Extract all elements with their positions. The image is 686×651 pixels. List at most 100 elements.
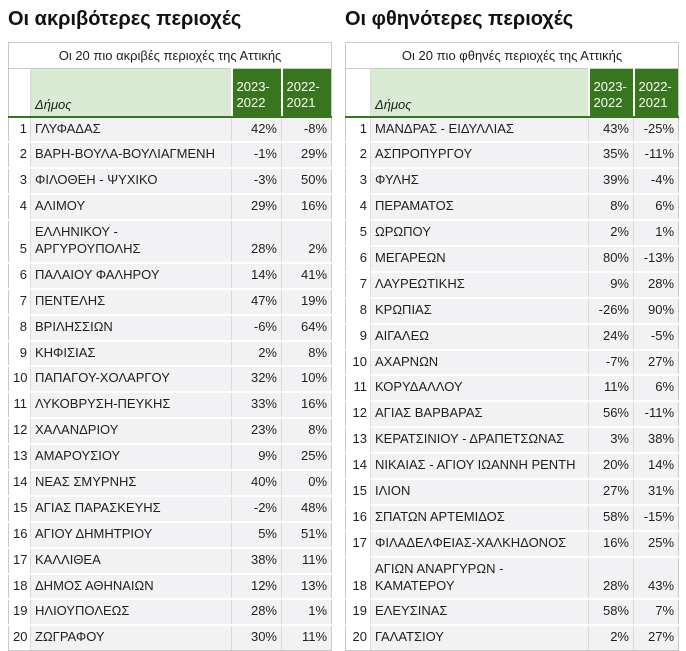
row-municipality: ΛΑΥΡΕΩΤΙΚΗΣ — [370, 271, 589, 299]
row-change-2023-2022: 56% — [588, 401, 634, 429]
row-change-2022-2021: 27% — [632, 349, 679, 377]
row-municipality: ΣΠΑΤΩΝ ΑΡΤΕΜΙΔΟΣ — [370, 504, 589, 532]
table-header-row: Δήμος 2023-2022 2022-2021 — [345, 68, 679, 118]
table-row: 11 ΛΥΚΟΒΡΥΣΗ-ΠΕΥΚΗΣ 33% 16% — [8, 392, 332, 420]
row-index: 19 — [8, 599, 31, 627]
row-index: 4 — [345, 194, 371, 222]
row-municipality: ΦΥΛΗΣ — [370, 168, 589, 196]
row-municipality: ΠΕΡΑΜΑΤΟΣ — [370, 194, 589, 222]
row-municipality: ΑΜΑΡΟΥΣΙΟΥ — [30, 444, 232, 471]
column-header-2022-2021: 2022-2021 — [280, 68, 332, 118]
column-header-municipality: Δήμος — [30, 68, 232, 118]
table-row: 5 ΕΛΛΗΝΙΚΟΥ - ΑΡΓΥΡΟΥΠΟΛΗΣ 28% 2% — [8, 220, 332, 264]
row-change-2023-2022: 58% — [588, 504, 634, 532]
row-municipality: ΦΙΛΟΘΕΗ - ΨΥΧΙΚΟ — [30, 168, 232, 196]
row-index: 4 — [8, 194, 31, 222]
row-index: 13 — [345, 427, 371, 455]
row-municipality: ΜΑΝΔΡΑΣ - ΕΙΔΥΛΛΙΑΣ — [370, 116, 589, 144]
table-body: 1 ΜΑΝΔΡΑΣ - ΕΙΔΥΛΛΙΑΣ 43% -25% 2 ΑΣΠΡΟΠΥ… — [345, 116, 679, 651]
row-change-2023-2022: -2% — [231, 495, 282, 523]
table-row: 19 ΗΛΙΟΥΠΟΛΕΩΣ 28% 1% — [8, 599, 332, 627]
row-change-2023-2022: 30% — [231, 625, 282, 651]
column-header-2022-2021: 2022-2021 — [632, 68, 679, 118]
row-index: 16 — [8, 521, 31, 549]
row-municipality: ΑΧΑΡΝΩΝ — [370, 349, 589, 377]
row-change-2022-2021: -11% — [632, 142, 679, 170]
table-row: 14 ΝΕΑΣ ΣΜΥΡΝΗΣ 40% 0% — [8, 469, 332, 497]
row-index: 10 — [345, 349, 371, 377]
row-change-2022-2021: 6% — [632, 375, 679, 403]
row-change-2022-2021: -8% — [280, 116, 332, 144]
row-index: 17 — [345, 530, 371, 558]
row-change-2023-2022: 12% — [231, 573, 282, 601]
row-change-2023-2022: 8% — [588, 194, 634, 222]
row-index: 9 — [8, 340, 31, 368]
row-municipality: ΑΙΓΑΛΕΩ — [370, 323, 589, 351]
row-municipality: ΓΛΥΦΑΔΑΣ — [30, 116, 232, 144]
table-row: 7 ΠΕΝΤΕΛΗΣ 47% 19% — [8, 288, 332, 316]
row-index: 17 — [8, 547, 31, 575]
row-index: 19 — [345, 599, 371, 627]
row-change-2022-2021: 48% — [280, 495, 332, 523]
row-municipality: ΠΑΠΑΓΟΥ-ΧΟΛΑΡΓΟΥ — [30, 366, 232, 394]
row-change-2023-2022: -26% — [588, 297, 634, 325]
row-municipality: ΚΟΡΥΔΑΛΛΟΥ — [370, 375, 589, 403]
row-index: 20 — [8, 625, 31, 651]
row-change-2022-2021: 10% — [280, 366, 332, 394]
row-change-2023-2022: 47% — [231, 288, 282, 316]
row-index: 14 — [345, 453, 371, 480]
row-change-2023-2022: 3% — [588, 427, 634, 455]
column-header-2023-2022: 2023-2022 — [230, 68, 282, 118]
row-change-2022-2021: 2% — [280, 220, 332, 264]
row-change-2023-2022: 38% — [231, 547, 282, 575]
row-change-2022-2021: -25% — [632, 116, 679, 144]
row-change-2023-2022: 39% — [588, 168, 634, 196]
row-change-2023-2022: 32% — [231, 366, 282, 394]
table-row: 12 ΧΑΛΑΝΔΡΙΟΥ 23% 8% — [8, 418, 332, 446]
row-change-2022-2021: -4% — [632, 168, 679, 196]
column-header-municipality: Δήμος — [370, 68, 589, 118]
row-change-2022-2021: 31% — [632, 478, 679, 506]
row-change-2022-2021: 6% — [632, 194, 679, 222]
row-municipality: ΧΑΛΑΝΔΡΙΟΥ — [30, 418, 232, 446]
row-index: 16 — [345, 504, 371, 532]
table-row: 5 ΩΡΩΠΟΥ 2% 1% — [345, 220, 679, 247]
table-row: 8 ΚΡΩΠΙΑΣ -26% 90% — [345, 297, 679, 325]
cheap-areas-title: Οι φθηνότερες περιοχές — [345, 8, 574, 30]
row-municipality: ΩΡΩΠΟΥ — [370, 220, 589, 247]
row-change-2023-2022: 40% — [231, 469, 282, 497]
row-change-2023-2022: 16% — [588, 530, 634, 558]
table-row: 14 ΝΙΚΑΙΑΣ - ΑΓΙΟΥ ΙΩΑΝΝΗ ΡΕΝΤΗ 20% 14% — [345, 453, 679, 480]
table-row: 11 ΚΟΡΥΔΑΛΛΟΥ 11% 6% — [345, 375, 679, 403]
row-index: 12 — [8, 418, 31, 446]
table-row: 10 ΠΑΠΑΓΟΥ-ΧΟΛΑΡΓΟΥ 32% 10% — [8, 366, 332, 394]
table-row: 18 ΑΓΙΩΝ ΑΝΑΡΓΥΡΩΝ - ΚΑΜΑΤΕΡΟΥ 28% 43% — [345, 556, 679, 601]
row-municipality: ΑΣΠΡΟΠΥΡΓΟΥ — [370, 142, 589, 170]
row-change-2023-2022: -3% — [231, 168, 282, 196]
row-index: 7 — [345, 271, 371, 299]
row-change-2022-2021: -11% — [632, 401, 679, 429]
row-index: 18 — [8, 573, 31, 601]
row-change-2023-2022: 28% — [231, 220, 282, 264]
row-municipality: ΠΕΝΤΕΛΗΣ — [30, 288, 232, 316]
row-change-2022-2021: -13% — [632, 245, 679, 273]
row-municipality: ΚΡΩΠΙΑΣ — [370, 297, 589, 325]
expensive-areas-title: Οι ακριβότερες περιοχές — [8, 8, 242, 30]
row-index: 6 — [345, 245, 371, 273]
row-municipality: ΝΕΑΣ ΣΜΥΡΝΗΣ — [30, 469, 232, 497]
row-change-2023-2022: 43% — [588, 116, 634, 144]
row-municipality: ΚΕΡΑΤΣΙΝΙΟΥ - ΔΡΑΠΕΤΣΩΝΑΣ — [370, 427, 589, 455]
row-index: 13 — [8, 444, 31, 471]
row-change-2023-2022: 2% — [231, 340, 282, 368]
table-row: 16 ΑΓΙΟΥ ΔΗΜΗΤΡΙΟΥ 5% 51% — [8, 521, 332, 549]
row-municipality: ΦΙΛΑΔΕΛΦΕΙΑΣ-ΧΑΛΚΗΔΟΝΟΣ — [370, 530, 589, 558]
row-change-2023-2022: 28% — [588, 556, 634, 601]
row-change-2022-2021: 38% — [632, 427, 679, 455]
row-change-2022-2021: 28% — [632, 271, 679, 299]
cheap-areas-table: Οι 20 πιο φθηνές περιοχές της Αττικής Δή… — [345, 42, 680, 651]
row-change-2022-2021: 0% — [280, 469, 332, 497]
column-header-index — [345, 68, 371, 118]
table-row: 16 ΣΠΑΤΩΝ ΑΡΤΕΜΙΔΟΣ 58% -15% — [345, 504, 679, 532]
row-change-2023-2022: -7% — [588, 349, 634, 377]
table-row: 4 ΠΕΡΑΜΑΤΟΣ 8% 6% — [345, 194, 679, 222]
